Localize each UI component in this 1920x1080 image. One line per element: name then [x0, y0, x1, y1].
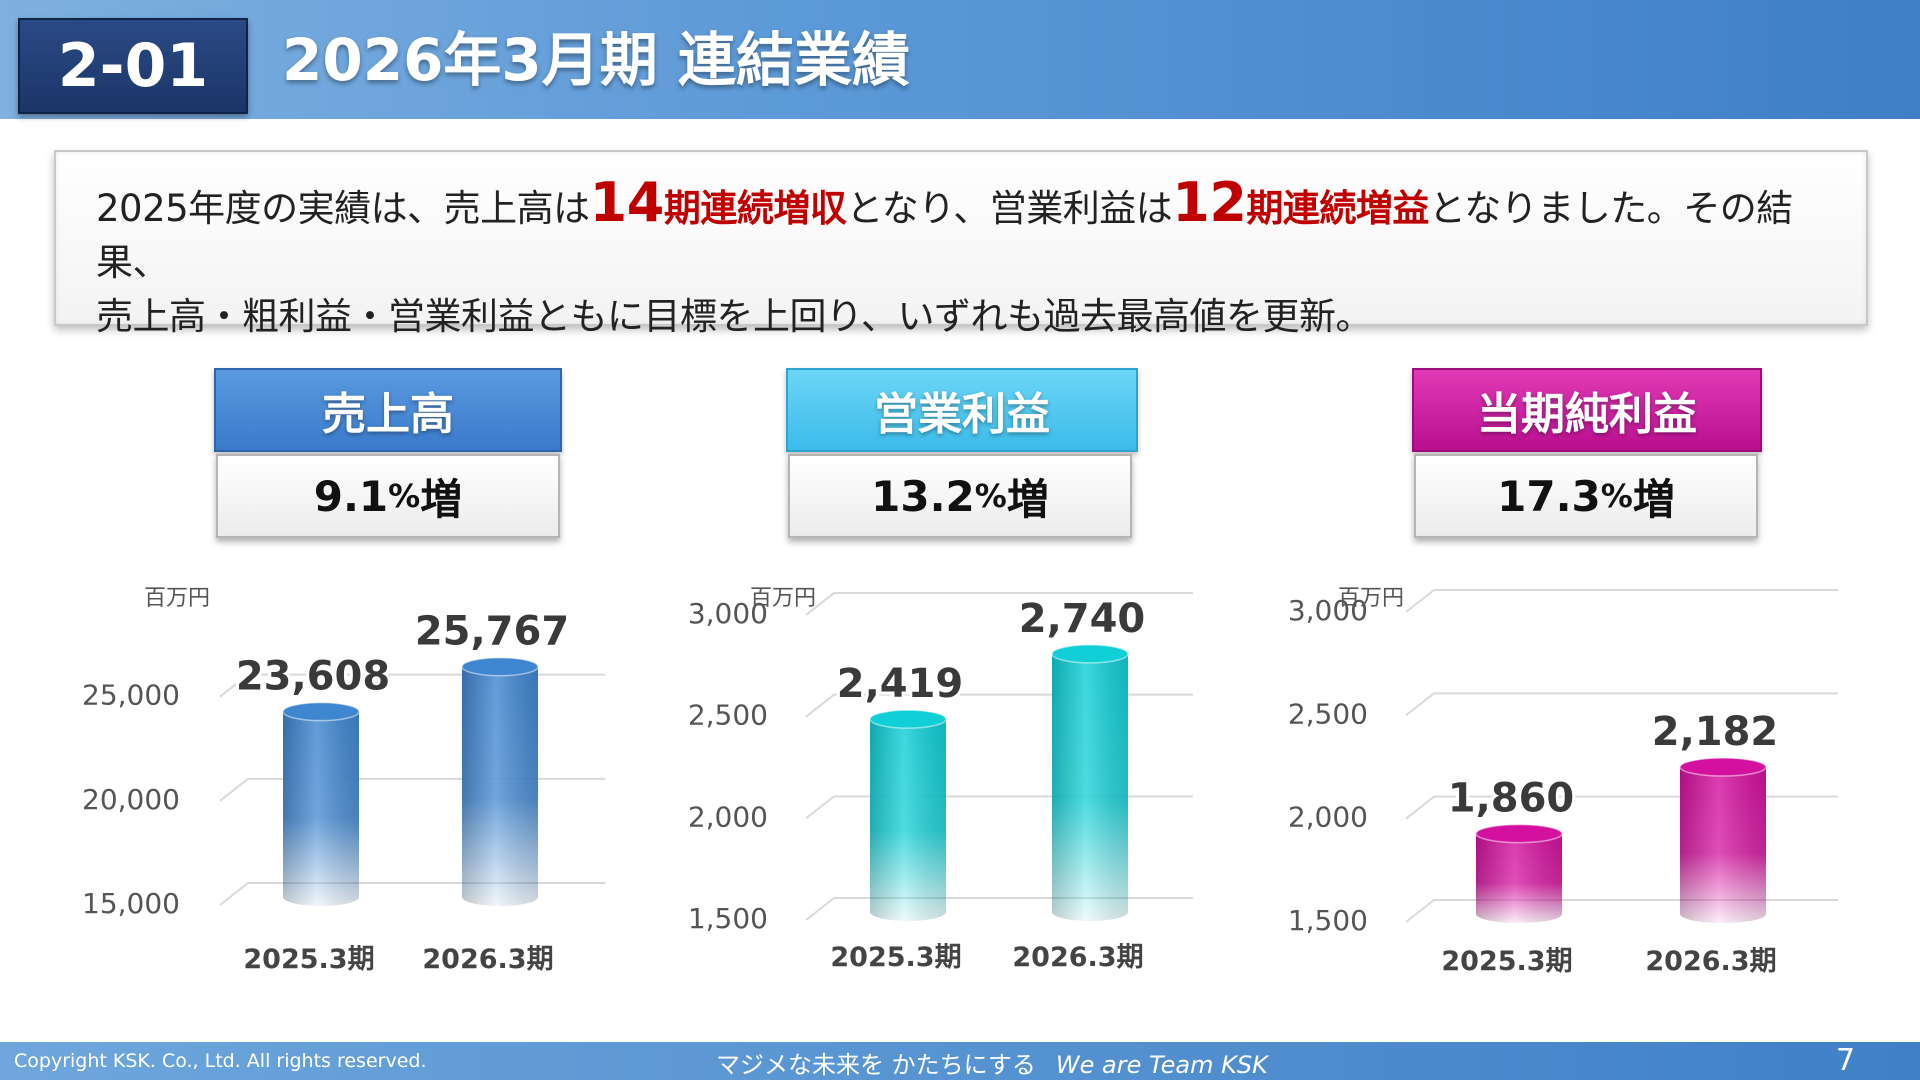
unit-label: 百万円	[144, 586, 210, 611]
bar-value-label: 23,608	[236, 654, 390, 700]
growth-unit: %	[1600, 477, 1633, 515]
x-category-label: 2026.3期	[422, 944, 553, 975]
bar-value-label: 2,419	[837, 661, 964, 707]
chart-2: 百万円 1,500 2,000 2,500 3,000 2,419 2025.3期 2,740…	[688, 586, 1193, 973]
bar-shading	[1680, 767, 1766, 923]
gridline	[1405, 692, 1838, 717]
x-category-label: 2026.3期	[1645, 946, 1776, 977]
section-number-badge: 2-01	[18, 18, 248, 114]
gridline	[219, 882, 605, 906]
highlight-phrase: 期連続増収	[663, 187, 847, 230]
growth-value: 9.1	[313, 471, 389, 521]
y-tick-label: 3,000	[1288, 594, 1368, 627]
x-category-label: 2025.3期	[830, 942, 961, 973]
bar-value-label: 25,767	[415, 609, 569, 655]
bar-top-cap	[1051, 644, 1129, 664]
slogan: マジメな未来を かたちにする We are Team KSK	[716, 1045, 1268, 1080]
slogan-jp: マジメな未来を かたちにする	[716, 1051, 1036, 1079]
growth-value: 13.2	[871, 471, 975, 521]
unit-label: 百万円	[750, 586, 816, 611]
summary-box: 2025年度の実績は、売上高は14期連続増収となり、営業利益は12期連続増益とな…	[54, 150, 1868, 338]
summary-text-part: 2025年度の実績は、売上高は	[96, 187, 590, 230]
chart-1: 百万円 15,000 20,000 25,000 23,608 2025.3期 25,767…	[82, 586, 605, 975]
kpi-title-sales: 売上高	[214, 368, 562, 452]
footer-bar: Copyright KSK. Co., Ltd. All rights rese…	[0, 1042, 1920, 1080]
kpi-growth-sales: 9.1% 増	[216, 454, 560, 538]
kpi-growth-net-income: 17.3% 増	[1414, 454, 1758, 538]
bar-shading	[462, 666, 538, 906]
kpi-growth-operating-income: 13.2% 増	[788, 454, 1132, 538]
y-tick-label: 3,000	[688, 597, 768, 630]
page-number: 7	[1836, 1043, 1856, 1078]
y-tick-label: 2,500	[1288, 697, 1368, 730]
bar-top-cap	[1475, 823, 1563, 844]
y-tick-label: 2,000	[1288, 801, 1368, 834]
unit-label: 百万円	[1338, 586, 1404, 611]
bar-top-cap	[869, 709, 947, 729]
x-category-label: 2025.3期	[243, 944, 374, 975]
chart-3: 百万円 1,500 2,000 2,500 3,000 1,860 2025.3期 2,182…	[1288, 586, 1838, 977]
y-tick-label: 25,000	[82, 679, 180, 712]
bar-value-label: 1,860	[1448, 776, 1575, 822]
bar-top-cap	[461, 656, 539, 677]
kpi-title-operating-income: 営業利益	[786, 368, 1138, 452]
gridline	[1405, 899, 1838, 923]
growth-unit: %	[388, 477, 421, 515]
gridline	[805, 897, 1193, 921]
bar-shading	[1476, 833, 1562, 923]
y-tick-label: 15,000	[82, 887, 180, 920]
growth-value: 17.3	[1497, 471, 1601, 521]
page-title: 2026年3月期 連結業績	[282, 26, 910, 94]
highlight-phrase: 期連続増益	[1246, 187, 1429, 230]
y-tick-label: 1,500	[1288, 904, 1368, 937]
summary-text-part: となり、営業利益は	[846, 187, 1173, 230]
y-tick-label: 1,500	[688, 902, 768, 935]
summary-text-part: となりました。その結果、	[96, 187, 1793, 284]
kpi-title-net-income: 当期純利益	[1412, 368, 1762, 452]
gridline	[1405, 589, 1838, 613]
bar-top-cap	[282, 701, 360, 722]
highlight-number: 14	[589, 171, 665, 234]
growth-suffix: 増	[1632, 474, 1675, 524]
bar-shading	[1052, 653, 1128, 921]
bar-shading	[283, 711, 359, 906]
bar-shading	[870, 719, 946, 921]
gridline	[219, 777, 605, 802]
growth-suffix: 増	[420, 474, 463, 524]
summary-text: 2025年度の実績は、売上高は14期連続増収となり、営業利益は12期連続増益とな…	[96, 176, 1836, 344]
growth-suffix: 増	[1006, 474, 1049, 524]
gridline	[805, 795, 1193, 820]
bar-top-cap	[1679, 757, 1767, 777]
summary-text-line2: 売上高・粗利益・営業利益ともに目標を上回り、いずれも過去最高値を更新。	[96, 295, 1373, 338]
header-bar: 2-01 2026年3月期 連結業績	[0, 0, 1920, 119]
x-category-label: 2026.3期	[1012, 942, 1143, 973]
y-tick-label: 2,500	[688, 699, 768, 732]
gridline	[805, 592, 1193, 616]
copyright-text: Copyright KSK. Co., Ltd. All rights rese…	[14, 1050, 427, 1072]
charts-canvas: 百万円 15,000 20,000 25,000 23,608 2025.3期 25,767…	[82, 586, 1838, 977]
y-tick-label: 20,000	[82, 783, 180, 816]
y-tick-label: 2,000	[688, 800, 768, 833]
x-category-label: 2025.3期	[1441, 946, 1572, 977]
growth-unit: %	[974, 477, 1007, 515]
highlight-number: 12	[1172, 171, 1247, 234]
slogan-en: We are Team KSK	[1055, 1051, 1268, 1079]
bar-value-label: 2,182	[1652, 709, 1779, 755]
bar-value-label: 2,740	[1019, 596, 1146, 642]
